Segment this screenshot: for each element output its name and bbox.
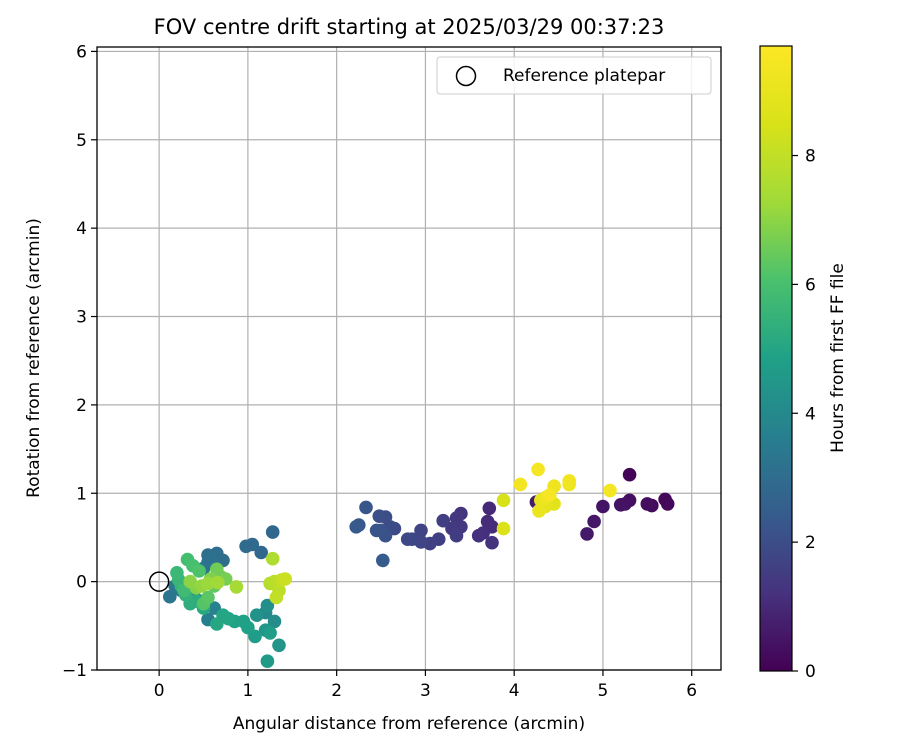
data-point — [542, 488, 557, 502]
data-point — [480, 514, 495, 529]
x-axis-ticks: 0 1 2 3 4 5 6 — [154, 670, 697, 701]
data-point — [640, 497, 655, 511]
y-axis-ticks: −1 0 1 2 3 4 5 6 — [62, 42, 97, 681]
data-point — [562, 474, 576, 488]
colorbar-tick-label: 2 — [805, 533, 816, 553]
y-axis-label: Rotation from reference (arcmin) — [24, 218, 44, 498]
grid-lines — [97, 47, 721, 671]
data-point — [254, 545, 268, 560]
data-point — [376, 553, 390, 568]
data-point — [267, 614, 282, 629]
data-point — [449, 528, 464, 543]
data-point — [496, 493, 511, 508]
data-point — [272, 638, 286, 653]
data-points — [163, 462, 675, 668]
data-point — [269, 590, 284, 605]
data-point — [183, 574, 197, 589]
data-point — [249, 608, 264, 622]
data-point — [596, 499, 610, 514]
data-point — [496, 521, 511, 536]
data-point — [613, 498, 628, 512]
legend-box — [436, 56, 712, 95]
colorbar-tick-label: 4 — [805, 404, 816, 424]
colorbar: 0 2 4 6 8 Hours from first FF file — [759, 45, 848, 682]
data-point — [414, 523, 428, 538]
data-point — [372, 509, 387, 523]
colorbar-tick-label: 8 — [805, 147, 816, 167]
colorbar-gradient — [759, 45, 793, 672]
data-point — [603, 483, 617, 498]
data-point — [580, 527, 594, 541]
colorbar-tick-label: 0 — [805, 662, 816, 682]
data-point — [210, 562, 224, 577]
legend-marker — [455, 65, 477, 87]
data-point — [263, 626, 277, 640]
y-tick-label: 6 — [76, 42, 87, 62]
data-point — [482, 501, 497, 516]
x-tick-label: 5 — [598, 681, 609, 701]
colorbar-label: Hours from first FF file — [828, 263, 848, 453]
data-point — [531, 462, 545, 477]
y-tick-label: 2 — [76, 396, 87, 416]
legend: Reference platepar — [436, 56, 712, 95]
x-tick-label: 6 — [686, 681, 697, 701]
data-point — [265, 551, 280, 566]
x-tick-label: 0 — [154, 681, 165, 701]
data-point — [622, 467, 637, 482]
legend-entry-reference: Reference platepar — [503, 66, 665, 86]
plot-frame — [96, 46, 722, 671]
y-tick-label: 4 — [76, 219, 87, 239]
x-tick-label: 3 — [420, 681, 431, 701]
colorbar-tick-label: 6 — [805, 275, 816, 295]
y-tick-label: 3 — [76, 308, 87, 328]
y-tick-label: 5 — [76, 131, 87, 151]
data-point — [436, 513, 451, 528]
y-tick-label: 0 — [76, 573, 87, 593]
data-point — [260, 598, 275, 613]
data-point — [239, 539, 253, 554]
data-point — [349, 520, 364, 534]
data-point — [170, 566, 184, 580]
data-point — [532, 504, 546, 518]
y-tick-label: −1 — [62, 661, 87, 681]
x-tick-label: 4 — [509, 681, 520, 701]
data-point — [210, 575, 225, 590]
data-point — [471, 528, 486, 543]
data-point — [587, 514, 601, 529]
data-point — [260, 654, 275, 668]
data-point — [163, 589, 177, 604]
data-point — [278, 572, 293, 586]
y-tick-label: 1 — [76, 484, 87, 504]
x-tick-label: 2 — [331, 681, 342, 701]
reference-point — [148, 571, 170, 592]
data-point — [513, 477, 528, 492]
data-point — [201, 590, 215, 605]
data-point — [265, 525, 280, 539]
data-point — [359, 500, 373, 515]
x-axis-label: Angular distance from reference (arcmin) — [233, 714, 585, 734]
data-point — [660, 497, 675, 511]
data-point — [485, 535, 499, 550]
data-point — [400, 532, 415, 546]
data-point — [369, 523, 384, 538]
data-point — [210, 617, 224, 631]
data-point — [229, 580, 244, 594]
data-point — [192, 564, 206, 578]
chart-title: FOV centre drift starting at 2025/03/29 … — [154, 15, 665, 39]
x-tick-label: 1 — [242, 681, 253, 701]
colorbar-ticks: 0 2 4 6 8 — [792, 147, 816, 682]
